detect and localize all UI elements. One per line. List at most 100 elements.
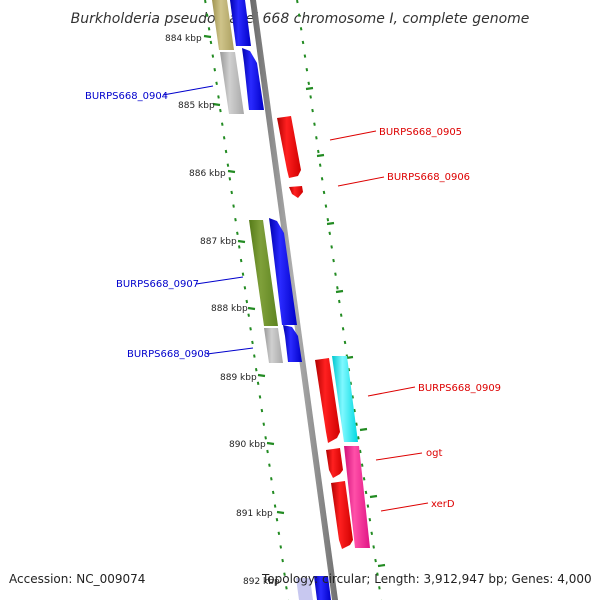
- minor-tick: [217, 95, 220, 99]
- tick-label-891: 891 kbp: [236, 509, 273, 519]
- minor-tick: [324, 204, 328, 208]
- minor-tick: [297, 13, 301, 17]
- minor-tick: [305, 67, 309, 72]
- minor-tick: [230, 190, 233, 195]
- minor-tick: [241, 272, 245, 276]
- gene-label-xerd: xerD: [431, 499, 455, 510]
- major-tick: [316, 153, 325, 158]
- cog-ring: [212, 0, 370, 600]
- minor-tick: [360, 463, 364, 467]
- map-title: Burkholderia pseudomallei 668 chromosome…: [71, 11, 530, 27]
- leader-line: [367, 386, 416, 397]
- minor-tick: [338, 299, 341, 304]
- tick-label-885: 885 kbp: [178, 101, 215, 111]
- major-tick: [369, 494, 378, 499]
- minor-tick: [355, 422, 358, 426]
- minor-tick: [332, 258, 335, 263]
- minor-tick: [213, 67, 217, 72]
- minor-tick: [271, 490, 275, 495]
- minor-tick: [341, 327, 345, 331]
- minor-tick: [226, 163, 230, 167]
- minor-tick: [301, 40, 305, 45]
- minor-tick: [224, 149, 228, 154]
- cds-burps668-0906: [289, 186, 303, 198]
- tick-label-892: 892 kbp: [243, 577, 280, 587]
- accession-text: Accession: NC_009074: [9, 572, 146, 586]
- minor-tick: [326, 217, 330, 222]
- cds-forward: [230, 0, 251, 46]
- minor-tick: [347, 367, 351, 372]
- minor-tick: [281, 558, 284, 563]
- minor-tick: [228, 177, 232, 181]
- gene-label-burps668-0906: BURPS668_0906: [387, 172, 470, 183]
- minor-tick: [222, 136, 226, 140]
- minor-tick: [285, 586, 288, 590]
- minor-tick: [260, 408, 264, 413]
- minor-tick: [258, 395, 262, 399]
- leader-line: [375, 452, 423, 461]
- gene-label-burps668-0907: BURPS668_0907: [116, 279, 199, 290]
- minor-tick: [378, 586, 381, 590]
- cog-block-green: [249, 220, 278, 326]
- left-tick-ring: [204, 0, 290, 600]
- minor-tick: [273, 504, 277, 508]
- minor-tick: [275, 517, 279, 522]
- minor-tick: [376, 572, 379, 576]
- minor-tick: [320, 177, 324, 181]
- minor-tick: [239, 258, 243, 263]
- gene-label-burps668-0909: BURPS668_0909: [418, 383, 501, 394]
- major-tick: [276, 510, 285, 515]
- minor-tick: [245, 299, 249, 304]
- minor-tick: [266, 449, 269, 454]
- minor-tick: [318, 163, 322, 167]
- minor-tick: [283, 572, 286, 576]
- tick-label-884: 884 kbp: [165, 34, 202, 44]
- minor-tick: [362, 477, 366, 481]
- major-tick: [326, 221, 335, 226]
- tick-label-890: 890 kbp: [229, 440, 266, 450]
- minor-tick: [296, 0, 299, 4]
- minor-tick: [232, 204, 235, 208]
- minor-tick: [277, 531, 281, 536]
- gene-label-burps668-0905: BURPS668_0905: [379, 127, 462, 138]
- major-tick: [203, 34, 212, 39]
- minor-tick: [279, 545, 283, 549]
- minor-tick: [313, 122, 316, 126]
- cog-block-cyan: [332, 356, 358, 442]
- minor-tick: [364, 490, 368, 495]
- minor-tick: [249, 327, 252, 331]
- cds-burps668-0904: [242, 48, 264, 110]
- minor-tick: [334, 272, 337, 276]
- minor-tick: [366, 504, 370, 508]
- minor-tick: [351, 395, 354, 399]
- major-tick: [237, 239, 246, 244]
- cog-block-gray: [264, 328, 283, 363]
- leader-line: [162, 85, 214, 96]
- tick-label-886: 886 kbp: [189, 169, 226, 179]
- minor-tick: [303, 54, 307, 58]
- minor-tick: [359, 449, 362, 454]
- minor-tick: [330, 245, 333, 249]
- minor-tick: [374, 558, 377, 563]
- cds-burps668-0909: [315, 358, 340, 443]
- major-tick: [212, 102, 221, 107]
- tick-label-887: 887 kbp: [200, 237, 237, 247]
- chromosome-backbone: [250, 0, 338, 600]
- minor-tick: [234, 217, 237, 222]
- gene-label-burps668-0908: BURPS668_0908: [127, 349, 210, 360]
- cog-block-lavender: [296, 578, 313, 600]
- minor-tick: [237, 245, 241, 249]
- cds-ogt: [326, 448, 343, 478]
- gene-label-burps668-0904: BURPS668_0904: [85, 91, 168, 102]
- minor-tick: [205, 13, 209, 17]
- minor-tick: [328, 231, 332, 236]
- cds-forward: [314, 576, 331, 600]
- tick-label-888: 888 kbp: [211, 304, 248, 314]
- major-tick: [305, 86, 314, 91]
- minor-tick: [315, 136, 318, 140]
- gene-label-ogt: ogt: [426, 448, 442, 459]
- gene-labels: BURPS668_0904 BURPS668_0905 BURPS668_090…: [85, 85, 501, 512]
- major-tick: [377, 563, 386, 568]
- minor-tick: [243, 286, 247, 290]
